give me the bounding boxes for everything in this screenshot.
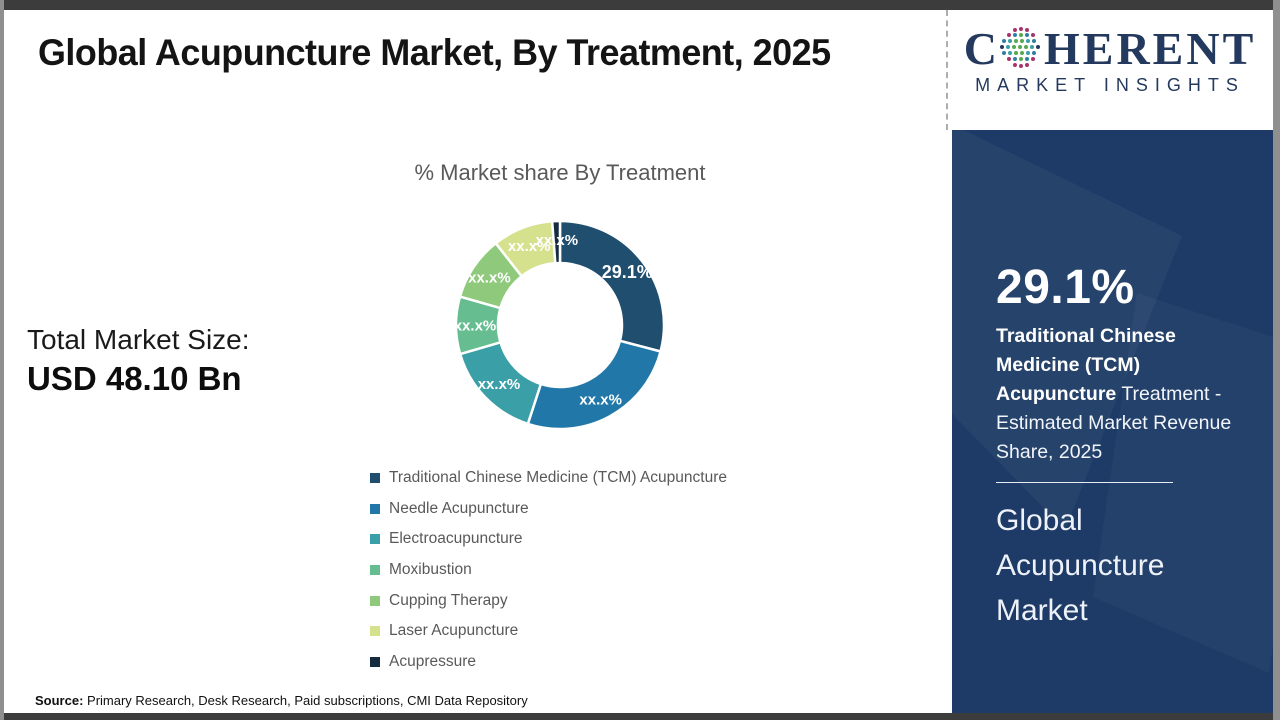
legend-label: Laser Acupuncture (389, 622, 519, 640)
logo-letter-c: C (963, 23, 997, 74)
donut-segment-1 (526, 339, 662, 431)
chart-title: % Market share By Treatment (414, 160, 706, 185)
highlight-stat-description: Traditional Chinese Medicine (TCM) Acupu… (996, 322, 1248, 467)
legend-item-2: Electroacupuncture (370, 524, 727, 555)
legend-swatch (370, 503, 380, 514)
legend-label: Acupressure (389, 652, 477, 670)
slice-label-3: xx.x% (454, 317, 497, 334)
frame-border-right (1273, 0, 1280, 720)
legend-item-5: Laser Acupuncture (370, 616, 727, 647)
total-market-block: Total Market Size: USD 48.10 Bn (27, 324, 250, 398)
legend-swatch (370, 565, 380, 576)
header-divider (946, 10, 948, 130)
logo-subtitle: MARKET INSIGHTS (975, 75, 1245, 95)
legend-swatch (370, 656, 380, 667)
total-market-value: USD 48.10 Bn (27, 360, 242, 397)
legend-item-4: Cupping Therapy (370, 585, 727, 616)
frame-border-top (0, 0, 1280, 10)
coherent-globe-icon (999, 27, 1040, 68)
source-note: Source: Primary Research, Desk Research,… (35, 693, 528, 708)
legend-swatch (370, 534, 380, 545)
source-text: Primary Research, Desk Research, Paid su… (83, 693, 528, 708)
legend-swatch (370, 595, 380, 606)
legend-item-3: Moxibustion (370, 555, 727, 586)
legend-swatch (370, 626, 380, 637)
legend-swatch (370, 473, 380, 484)
logo-brand-line: C HERENT (955, 26, 1265, 72)
donut-chart: 29.1%xx.x%xx.x%xx.x%xx.x%xx.x%xx.x% (454, 219, 666, 431)
frame-border-bottom (0, 713, 1280, 720)
legend-label: Electroacupuncture (389, 530, 523, 548)
chart-legend: Traditional Chinese Medicine (TCM) Acupu… (370, 463, 727, 677)
stat-segment-name: Traditional Chinese Medicine (TCM) Acupu… (996, 325, 1176, 405)
slice-label-6: xx.x% (536, 232, 579, 249)
legend-label: Cupping Therapy (389, 591, 508, 609)
legend-label: Moxibustion (389, 561, 472, 579)
highlight-panel: 29.1% Traditional Chinese Medicine (TCM)… (952, 130, 1273, 713)
slice-label-1: xx.x% (579, 392, 622, 409)
donut-segment-6 (550, 219, 562, 265)
highlight-stat-value: 29.1% (996, 261, 1135, 314)
legend-item-0: Traditional Chinese Medicine (TCM) Acupu… (370, 463, 727, 494)
slice-label-0: 29.1% (602, 262, 653, 282)
slice-label-5: xx.x% (508, 238, 551, 255)
legend-label: Traditional Chinese Medicine (TCM) Acupu… (389, 469, 727, 487)
page-title: Global Acupuncture Market, By Treatment,… (38, 32, 831, 73)
source-label: Source: (35, 693, 84, 708)
donut-segment-0 (558, 219, 666, 353)
legend-item-1: Needle Acupuncture (370, 494, 727, 525)
slice-label-2: xx.x% (478, 376, 521, 393)
logo-letters-rest: HERENT (1043, 23, 1257, 74)
stat-segment-suffix: Treatment - Estimated Market Revenue Sha… (996, 383, 1232, 463)
slice-label-4: xx.x% (468, 270, 511, 287)
panel-market-title: Global Acupuncture Market (996, 504, 1165, 627)
total-market-label: Total Market Size: (27, 324, 250, 355)
legend-label: Needle Acupuncture (389, 499, 529, 517)
frame-border-left (0, 0, 4, 720)
legend-item-6: Acupressure (370, 647, 727, 678)
coherent-logo: C HERENT MARKET INSIGHTS (955, 26, 1265, 96)
panel-divider (996, 482, 1173, 483)
